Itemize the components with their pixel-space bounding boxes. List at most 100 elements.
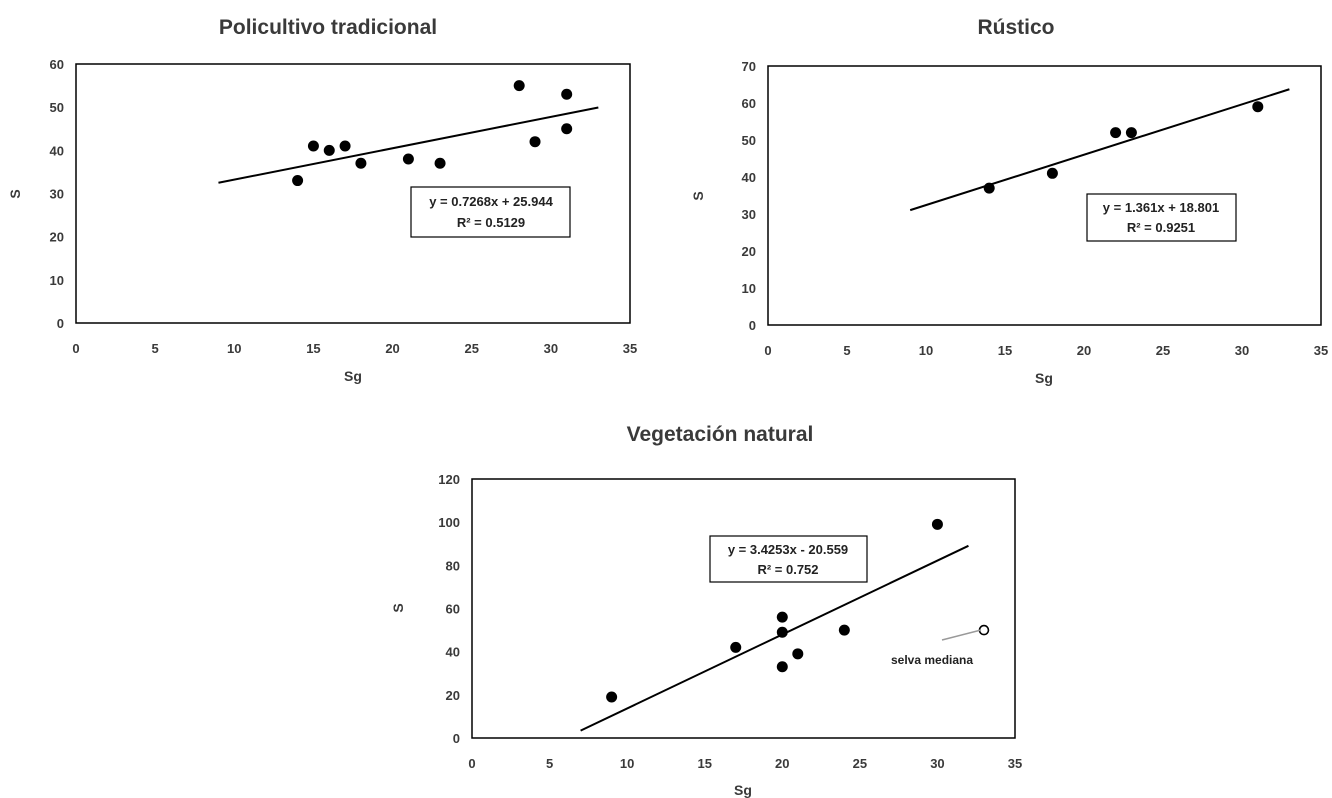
equation-box: y = 1.361x + 18.801 R² = 0.9251 bbox=[1086, 193, 1237, 242]
y-tick-label: 120 bbox=[438, 472, 460, 487]
x-tick-label: 15 bbox=[306, 341, 320, 356]
x-axis-label: Sg bbox=[344, 368, 362, 384]
chart-rustico: Rústico 0 5 10 15 20 25 30 35 0 10 20 30 40 50 60 70 S… bbox=[690, 16, 1328, 386]
y-tick-labels: 0 10 20 30 40 50 60 bbox=[50, 57, 64, 331]
data-point bbox=[513, 80, 525, 92]
x-tick-label: 5 bbox=[546, 756, 553, 771]
data-point bbox=[355, 157, 367, 169]
equation-box-frame bbox=[410, 186, 571, 238]
y-tick-label: 50 bbox=[742, 133, 756, 148]
y-tick-label: 20 bbox=[742, 244, 756, 259]
y-tick-label: 40 bbox=[742, 170, 756, 185]
data-point bbox=[776, 626, 788, 638]
y-axis-label: S bbox=[690, 191, 706, 200]
chart-policultivo-tradicional: Policultivo tradicional 0 5 10 15 20 25 30 35 0… bbox=[7, 16, 637, 384]
r-squared: R² = 0.752 bbox=[757, 562, 818, 577]
y-axis-label: S bbox=[390, 603, 406, 612]
trendline-path bbox=[580, 544, 969, 732]
data-point bbox=[529, 136, 541, 148]
annotation-leader-line bbox=[941, 629, 982, 641]
y-tick-label: 60 bbox=[446, 602, 460, 617]
x-tick-label: 10 bbox=[227, 341, 241, 356]
y-axis-label: S bbox=[7, 189, 23, 198]
data-point bbox=[776, 611, 788, 623]
x-tick-label: 35 bbox=[1008, 756, 1022, 771]
x-tick-label: 10 bbox=[620, 756, 634, 771]
y-tick-labels: 0 20 40 60 80 100 120 bbox=[438, 472, 460, 746]
x-tick-label: 25 bbox=[464, 341, 478, 356]
x-tick-label: 0 bbox=[72, 341, 79, 356]
y-tick-label: 10 bbox=[742, 281, 756, 296]
y-tick-label: 0 bbox=[57, 316, 64, 331]
y-tick-label: 40 bbox=[446, 645, 460, 660]
x-tick-labels: 0 5 10 15 20 25 30 35 bbox=[72, 341, 637, 356]
data-point bbox=[1252, 101, 1264, 113]
trendline-path bbox=[218, 106, 599, 184]
y-tick-label: 0 bbox=[749, 318, 756, 333]
data-point bbox=[561, 88, 573, 100]
data-point bbox=[307, 140, 319, 152]
data-point bbox=[323, 144, 335, 156]
x-tick-labels: 0 5 10 15 20 25 30 35 bbox=[764, 343, 1328, 358]
y-tick-labels: 0 10 20 30 40 50 60 70 bbox=[742, 59, 756, 333]
x-tick-label: 5 bbox=[843, 343, 850, 358]
y-tick-label: 20 bbox=[446, 688, 460, 703]
chart-title: Rústico bbox=[977, 16, 1054, 39]
x-tick-label: 20 bbox=[1077, 343, 1091, 358]
trendline-equation: y = 3.4253x - 20.559 bbox=[728, 542, 848, 557]
data-points bbox=[983, 101, 1264, 194]
trendline-equation: y = 1.361x + 18.801 bbox=[1103, 200, 1219, 215]
data-point bbox=[434, 157, 446, 169]
equation-box: y = 0.7268x + 25.944 R² = 0.5129 bbox=[410, 186, 571, 238]
equation-box: y = 3.4253x - 20.559 R² = 0.752 bbox=[709, 535, 868, 583]
r-squared: R² = 0.5129 bbox=[457, 215, 525, 230]
x-tick-label: 15 bbox=[697, 756, 711, 771]
x-axis-label: Sg bbox=[1035, 370, 1053, 386]
data-point bbox=[292, 175, 304, 187]
x-tick-label: 0 bbox=[764, 343, 771, 358]
annotation-label: selva mediana bbox=[891, 653, 973, 667]
data-point bbox=[1125, 127, 1137, 139]
x-tick-label: 25 bbox=[1156, 343, 1170, 358]
y-tick-label: 30 bbox=[50, 187, 64, 202]
y-tick-label: 100 bbox=[438, 515, 460, 530]
trendline bbox=[218, 106, 599, 184]
data-point bbox=[561, 123, 573, 135]
x-tick-label: 20 bbox=[775, 756, 789, 771]
x-tick-label: 20 bbox=[385, 341, 399, 356]
trendline bbox=[909, 88, 1290, 212]
x-tick-label: 0 bbox=[468, 756, 475, 771]
x-axis-label: Sg bbox=[734, 782, 752, 798]
y-tick-label: 30 bbox=[742, 207, 756, 222]
x-tick-label: 30 bbox=[544, 341, 558, 356]
trendline-path bbox=[909, 88, 1290, 212]
data-point bbox=[1046, 167, 1058, 179]
data-point bbox=[792, 648, 804, 660]
data-point bbox=[776, 661, 788, 673]
data-point bbox=[931, 518, 943, 530]
data-points bbox=[292, 80, 573, 187]
x-tick-label: 10 bbox=[919, 343, 933, 358]
data-point bbox=[1110, 127, 1122, 139]
data-point bbox=[339, 140, 351, 152]
data-point bbox=[983, 182, 995, 194]
y-tick-label: 50 bbox=[50, 100, 64, 115]
trendline bbox=[580, 544, 969, 732]
y-tick-label: 40 bbox=[50, 143, 64, 158]
y-tick-label: 60 bbox=[50, 57, 64, 72]
data-point bbox=[606, 691, 618, 703]
x-tick-labels: 0 5 10 15 20 25 30 35 bbox=[468, 756, 1022, 771]
x-tick-label: 25 bbox=[853, 756, 867, 771]
x-tick-label: 30 bbox=[930, 756, 944, 771]
r-squared: R² = 0.9251 bbox=[1127, 220, 1195, 235]
chart-title: Policultivo tradicional bbox=[219, 16, 437, 39]
plot-area bbox=[471, 478, 1016, 739]
y-tick-label: 80 bbox=[446, 558, 460, 573]
data-point bbox=[730, 641, 742, 653]
chart-vegetacion-natural: Vegetación natural 0 5 10 15 20 25 30 35 0 20 40 6… bbox=[390, 423, 1022, 798]
x-tick-label: 5 bbox=[152, 341, 159, 356]
x-tick-label: 35 bbox=[1314, 343, 1328, 358]
data-points bbox=[606, 518, 943, 703]
y-tick-label: 70 bbox=[742, 59, 756, 74]
